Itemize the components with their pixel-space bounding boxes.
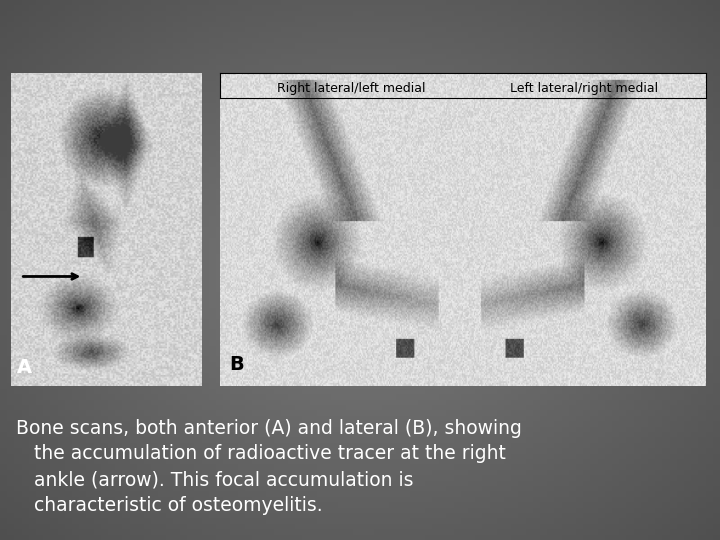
- Text: Right lateral/left medial: Right lateral/left medial: [276, 82, 425, 95]
- Text: characteristic of osteomyelitis.: characteristic of osteomyelitis.: [16, 496, 323, 515]
- Text: ankle (arrow). This focal accumulation is: ankle (arrow). This focal accumulation i…: [16, 470, 413, 489]
- Text: Left lateral/right medial: Left lateral/right medial: [510, 82, 658, 95]
- Text: Bone scans, both anterior (A) and lateral (B), showing: Bone scans, both anterior (A) and latera…: [16, 418, 522, 437]
- Text: B: B: [229, 355, 244, 374]
- Text: A: A: [17, 357, 32, 377]
- Text: the accumulation of radioactive tracer at the right: the accumulation of radioactive tracer a…: [16, 444, 505, 463]
